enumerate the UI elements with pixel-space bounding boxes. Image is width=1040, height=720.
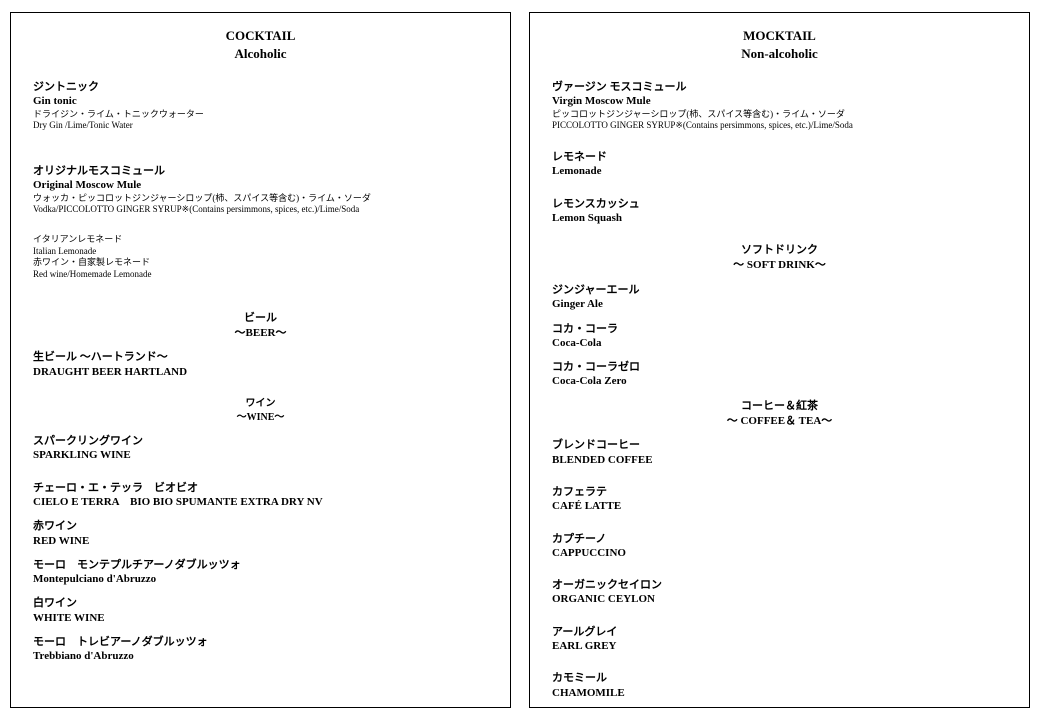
item-en: Gin tonic xyxy=(33,94,488,108)
item-en: CAPPUCCINO xyxy=(552,546,1007,560)
item-en: Original Moscow Mule xyxy=(33,178,488,192)
item-jp-desc: ウォッカ・ピッコロットジンジャーシロップ(柿、スパイス等含む)・ライム・ソーダ xyxy=(33,193,488,205)
item-jp: アールグレイ xyxy=(552,625,1007,639)
item-jp: イタリアンレモネード xyxy=(33,234,488,246)
item-en: Coca-Cola Zero xyxy=(552,374,1007,388)
item-en: Italian Lemonade xyxy=(33,246,488,258)
item-jp: レモネード xyxy=(552,150,1007,164)
item-jp: ヴァージン モスコミュール xyxy=(552,80,1007,94)
item-en: EARL GREY xyxy=(552,639,1007,653)
item-jp: 生ビール ～ハートランド～ xyxy=(33,350,488,364)
item-jp: チェーロ・エ・テッラ ビオビオ xyxy=(33,481,488,495)
item-jp: レモンスカッシュ xyxy=(552,197,1007,211)
item-en: BLENDED COFFEE xyxy=(552,453,1007,467)
item-en: Ginger Ale xyxy=(552,297,1007,311)
softdrink-item: コカ・コーラ Coca-Cola xyxy=(552,322,1007,351)
left-header-line1: COCKTAIL xyxy=(33,27,488,45)
cocktail-item: オリジナルモスコミュール Original Moscow Mule ウォッカ・ピ… xyxy=(33,164,488,216)
item-jp: ジントニック xyxy=(33,80,488,94)
beer-header-en: ～BEER～ xyxy=(33,326,488,341)
item-jp: ジンジャーエール xyxy=(552,283,1007,297)
item-en: CAFÉ LATTE xyxy=(552,499,1007,513)
beer-item: 生ビール ～ハートランド～ DRAUGHT BEER HARTLAND xyxy=(33,350,488,379)
softdrink-header-en: ～ SOFT DRINK～ xyxy=(552,258,1007,273)
item-en: CHAMOMILE xyxy=(552,686,1007,700)
wine-header-en: ～WINE～ xyxy=(33,411,488,425)
item-jp: カモミール xyxy=(552,671,1007,685)
wine-item: スパークリングワイン SPARKLING WINE xyxy=(33,434,488,463)
wine-item: チェーロ・エ・テッラ ビオビオ CIELO E TERRA BIO BIO SP… xyxy=(33,481,488,510)
wine-item: 赤ワイン RED WINE xyxy=(33,519,488,548)
item-jp: コカ・コーラ xyxy=(552,322,1007,336)
item-jp: 赤ワイン xyxy=(33,519,488,533)
item-jp-desc: ピッコロットジンジャーシロップ(柿、スパイス等含む)・ライム・ソーダ xyxy=(552,109,1007,121)
wine-header-jp: ワイン xyxy=(33,397,488,411)
item-en-desc: PICCOLOTTO GINGER SYRUP※(Contains persim… xyxy=(552,120,1007,132)
item-en: SPARKLING WINE xyxy=(33,448,488,462)
left-panel: COCKTAIL Alcoholic ジントニック Gin tonic ドライジ… xyxy=(10,12,511,708)
item-jp: モーロ モンテプルチアーノダブルッツォ xyxy=(33,558,488,572)
item-jp: スパークリングワイン xyxy=(33,434,488,448)
item-en: RED WINE xyxy=(33,534,488,548)
softdrink-item: コカ・コーラゼロ Coca-Cola Zero xyxy=(552,360,1007,389)
item-jp: カプチーノ xyxy=(552,532,1007,546)
item-en: WHITE WINE xyxy=(33,611,488,625)
coffee-item: ブレンドコーヒー BLENDED COFFEE xyxy=(552,438,1007,467)
item-jp: コカ・コーラゼロ xyxy=(552,360,1007,374)
wine-item: モーロ モンテプルチアーノダブルッツォ Montepulciano d'Abru… xyxy=(33,558,488,587)
item-jp: 白ワイン xyxy=(33,596,488,610)
coffee-item: カモミール CHAMOMILE xyxy=(552,671,1007,700)
item-en: DRAUGHT BEER HARTLAND xyxy=(33,365,488,379)
item-jp: モーロ トレビアーノダブルッツォ xyxy=(33,635,488,649)
item-en: Lemonade xyxy=(552,164,1007,178)
right-panel: MOCKTAIL Non-alcoholic ヴァージン モスコミュール Vir… xyxy=(529,12,1030,708)
coffee-item: カフェラテ CAFÉ LATTE xyxy=(552,485,1007,514)
cocktail-item: イタリアンレモネード Italian Lemonade 赤ワイン・自家製レモネー… xyxy=(33,234,488,281)
item-en: Trebbiano d'Abruzzo xyxy=(33,649,488,663)
wine-item: 白ワイン WHITE WINE xyxy=(33,596,488,625)
right-header-line1: MOCKTAIL xyxy=(552,27,1007,45)
item-en: CIELO E TERRA BIO BIO SPUMANTE EXTRA DRY… xyxy=(33,495,488,509)
beer-header: ビール ～BEER～ xyxy=(33,311,488,341)
mocktail-item: レモネード Lemonade xyxy=(552,150,1007,179)
right-header: MOCKTAIL Non-alcoholic xyxy=(552,27,1007,62)
item-en: Coca-Cola xyxy=(552,336,1007,350)
left-header-line2: Alcoholic xyxy=(33,45,488,63)
item-en: Lemon Squash xyxy=(552,211,1007,225)
softdrink-item: ジンジャーエール Ginger Ale xyxy=(552,283,1007,312)
item-jp: ブレンドコーヒー xyxy=(552,438,1007,452)
coffee-header-jp: コーヒー＆紅茶 xyxy=(552,399,1007,414)
item-en-desc: Vodka/PICCOLOTTO GINGER SYRUP※(Contains … xyxy=(33,204,488,216)
cocktail-item: ジントニック Gin tonic ドライジン・ライム・トニックウォーター Dry… xyxy=(33,80,488,132)
coffee-header-en: ～ COFFEE＆ TEA～ xyxy=(552,414,1007,429)
softdrink-header: ソフトドリンク ～ SOFT DRINK～ xyxy=(552,243,1007,273)
menu-page: COCKTAIL Alcoholic ジントニック Gin tonic ドライジ… xyxy=(0,0,1040,720)
item-jp-desc: 赤ワイン・自家製レモネード xyxy=(33,257,488,269)
item-jp: カフェラテ xyxy=(552,485,1007,499)
item-jp: オリジナルモスコミュール xyxy=(33,164,488,178)
mocktail-item: レモンスカッシュ Lemon Squash xyxy=(552,197,1007,226)
item-en: Virgin Moscow Mule xyxy=(552,94,1007,108)
coffee-item: カプチーノ CAPPUCCINO xyxy=(552,532,1007,561)
right-header-line2: Non-alcoholic xyxy=(552,45,1007,63)
coffee-header: コーヒー＆紅茶 ～ COFFEE＆ TEA～ xyxy=(552,399,1007,429)
item-en: Montepulciano d'Abruzzo xyxy=(33,572,488,586)
item-jp-desc: ドライジン・ライム・トニックウォーター xyxy=(33,109,488,121)
coffee-item: オーガニックセイロン ORGANIC CEYLON xyxy=(552,578,1007,607)
softdrink-header-jp: ソフトドリンク xyxy=(552,243,1007,258)
item-en: ORGANIC CEYLON xyxy=(552,592,1007,606)
item-jp: オーガニックセイロン xyxy=(552,578,1007,592)
coffee-item: アールグレイ EARL GREY xyxy=(552,625,1007,654)
item-en-desc: Red wine/Homemade Lemonade xyxy=(33,269,488,281)
item-en-desc: Dry Gin /Lime/Tonic Water xyxy=(33,120,488,132)
wine-header: ワイン ～WINE～ xyxy=(33,397,488,424)
mocktail-item: ヴァージン モスコミュール Virgin Moscow Mule ピッコロットジ… xyxy=(552,80,1007,132)
left-header: COCKTAIL Alcoholic xyxy=(33,27,488,62)
beer-header-jp: ビール xyxy=(33,311,488,326)
wine-item: モーロ トレビアーノダブルッツォ Trebbiano d'Abruzzo xyxy=(33,635,488,664)
